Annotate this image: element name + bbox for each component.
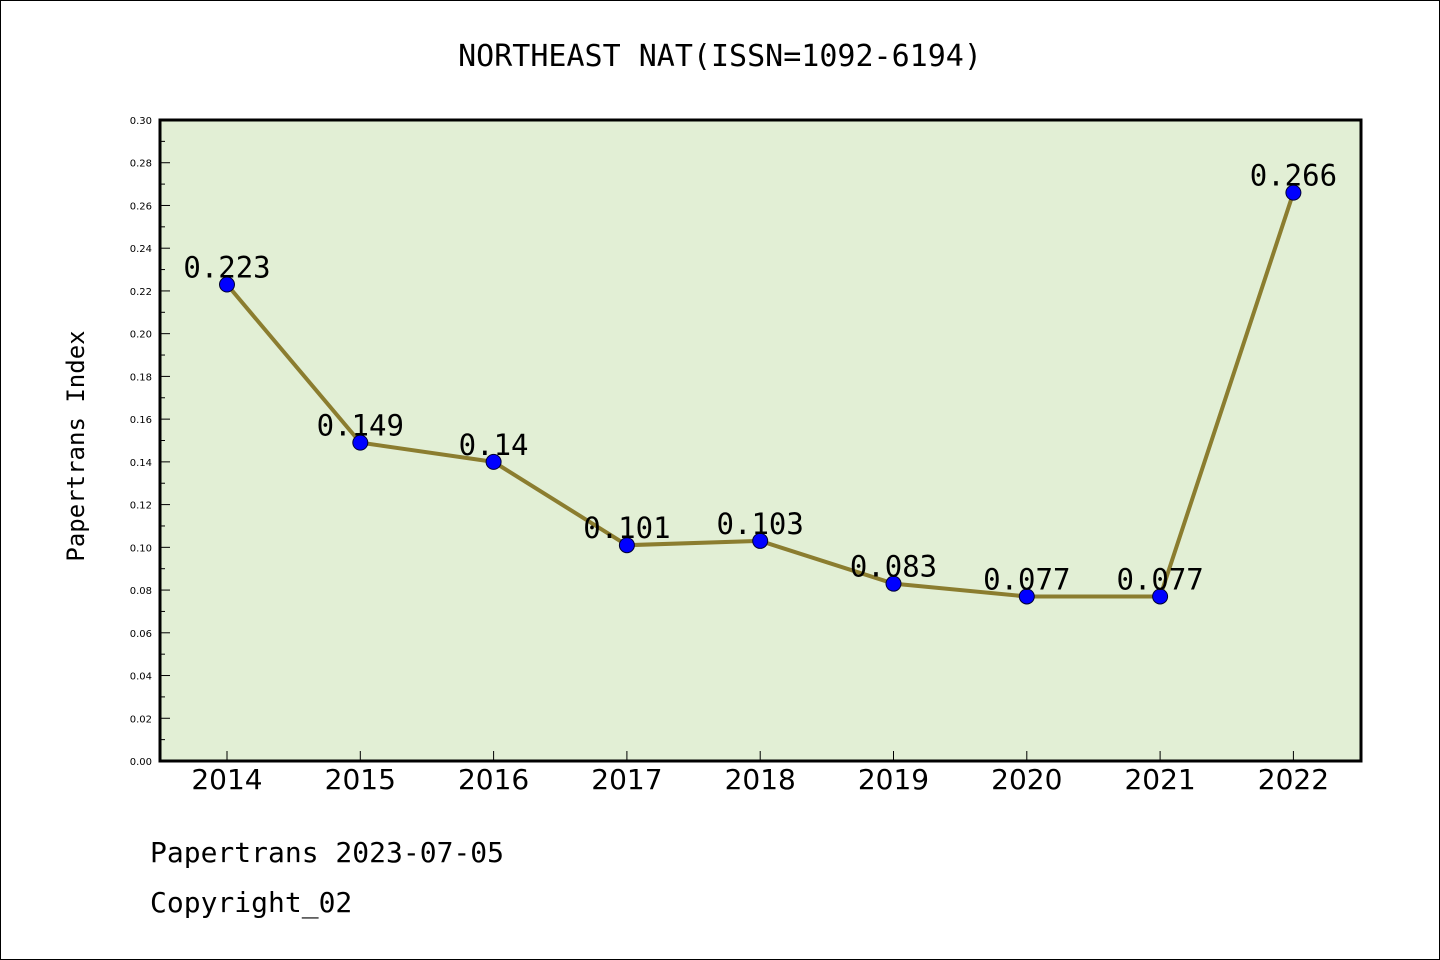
data-point [352, 434, 369, 451]
data-label: 0.14 [459, 428, 529, 462]
x-tick-label: 2021 [1124, 763, 1195, 796]
y-tick-label: 0.02 [130, 714, 152, 725]
x-tick-label: 2018 [725, 763, 796, 796]
x-tick-label: 2017 [591, 763, 662, 796]
data-point [219, 276, 235, 293]
y-tick-label: 0.00 [130, 757, 152, 768]
y-tick-label: 0.04 [130, 672, 152, 683]
data-point [1018, 588, 1035, 605]
x-tick-label: 2020 [991, 763, 1062, 796]
data-labels: 0.223 0.149 0.14 0.101 0.103 0.083 0.077 0.077 0… [183, 159, 1337, 597]
y-tick-label: 0.30 [130, 116, 152, 127]
y-tick-label: 0.16 [130, 415, 152, 426]
chart-title: NORTHEAST NAT(ISSN=1092-6194) [458, 39, 982, 74]
data-point [1285, 184, 1302, 201]
x-tick-label: 2019 [858, 763, 929, 796]
data-point [618, 537, 635, 554]
y-tick-label: 0.14 [130, 458, 152, 469]
data-label: 0.077 [1116, 562, 1203, 596]
y-tick-label: 0.20 [130, 330, 152, 341]
y-tick-label: 0.18 [130, 372, 152, 383]
y-axis-label: Papertrans Index [62, 330, 90, 561]
data-label: 0.103 [717, 507, 804, 541]
y-tick-label: 0.12 [130, 501, 152, 512]
data-label: 0.149 [317, 409, 404, 443]
y-tick-label: 0.22 [130, 287, 152, 298]
y-tick-label: 0.08 [130, 586, 152, 597]
footer-date: Papertrans 2023-07-05 [150, 836, 505, 869]
y-tick-label: 0.24 [130, 244, 152, 255]
y-axis-ticks: 0.00 0.02 0.04 0.06 0.08 0.10 0.12 0.14 0.16 0.18… [130, 116, 170, 768]
x-tick-label: 2022 [1258, 763, 1329, 796]
y-tick-label: 0.26 [130, 201, 152, 212]
y-tick-label: 0.28 [130, 159, 152, 170]
data-label: 0.266 [1250, 159, 1337, 193]
data-label: 0.101 [583, 511, 670, 545]
y-tick-label: 0.06 [130, 629, 152, 640]
data-label: 0.077 [983, 562, 1070, 596]
data-point [485, 453, 502, 470]
data-point [1152, 588, 1169, 605]
data-label: 0.223 [183, 251, 270, 285]
footer-copyright: Copyright_02 [150, 886, 353, 919]
data-markers [219, 184, 1302, 605]
data-point [752, 532, 769, 549]
data-label: 0.083 [850, 550, 937, 584]
data-point [885, 575, 902, 592]
y-tick-label: 0.10 [130, 543, 152, 554]
x-axis-ticks: 2014 2015 2016 2017 2018 2019 2020 2021 2022 [191, 751, 1329, 796]
x-tick-label: 2014 [191, 763, 262, 796]
x-tick-label: 2016 [458, 763, 529, 796]
x-tick-label: 2015 [325, 763, 396, 796]
